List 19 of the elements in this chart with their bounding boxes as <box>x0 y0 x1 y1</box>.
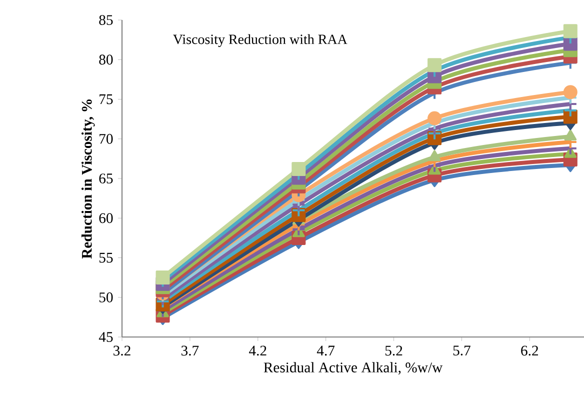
x-tick-label: 3.7 <box>181 346 199 356</box>
y-tick-label: 75 <box>100 94 113 104</box>
x-tick-label: 6.2 <box>521 346 538 356</box>
y-tick-label: 85 <box>99 15 113 25</box>
x-axis-title: Residual Active Alkali, %w/w <box>264 362 443 375</box>
text: Viscosity Reduction with RAA <box>173 34 348 47</box>
x-tick-label: 5.7 <box>453 346 470 356</box>
x-tick-label: 3.2 <box>114 346 130 356</box>
x-tick-label: 5.2 <box>385 346 402 356</box>
y-tick-label: 55 <box>99 252 113 263</box>
y-tick-label: 50 <box>99 292 113 302</box>
y-tick-label: 70 <box>100 134 113 144</box>
y-tick-label: 80 <box>99 54 113 65</box>
x-tick-label: 4.7 <box>316 346 335 356</box>
y-tick-label: 45 <box>98 332 113 342</box>
y-tick-label: 60 <box>99 213 113 224</box>
y-axis-title: Reduction in Viscosity, % <box>81 100 95 259</box>
y-tick-label: 65 <box>99 174 113 184</box>
x-tick-label: 4.2 <box>249 346 266 356</box>
